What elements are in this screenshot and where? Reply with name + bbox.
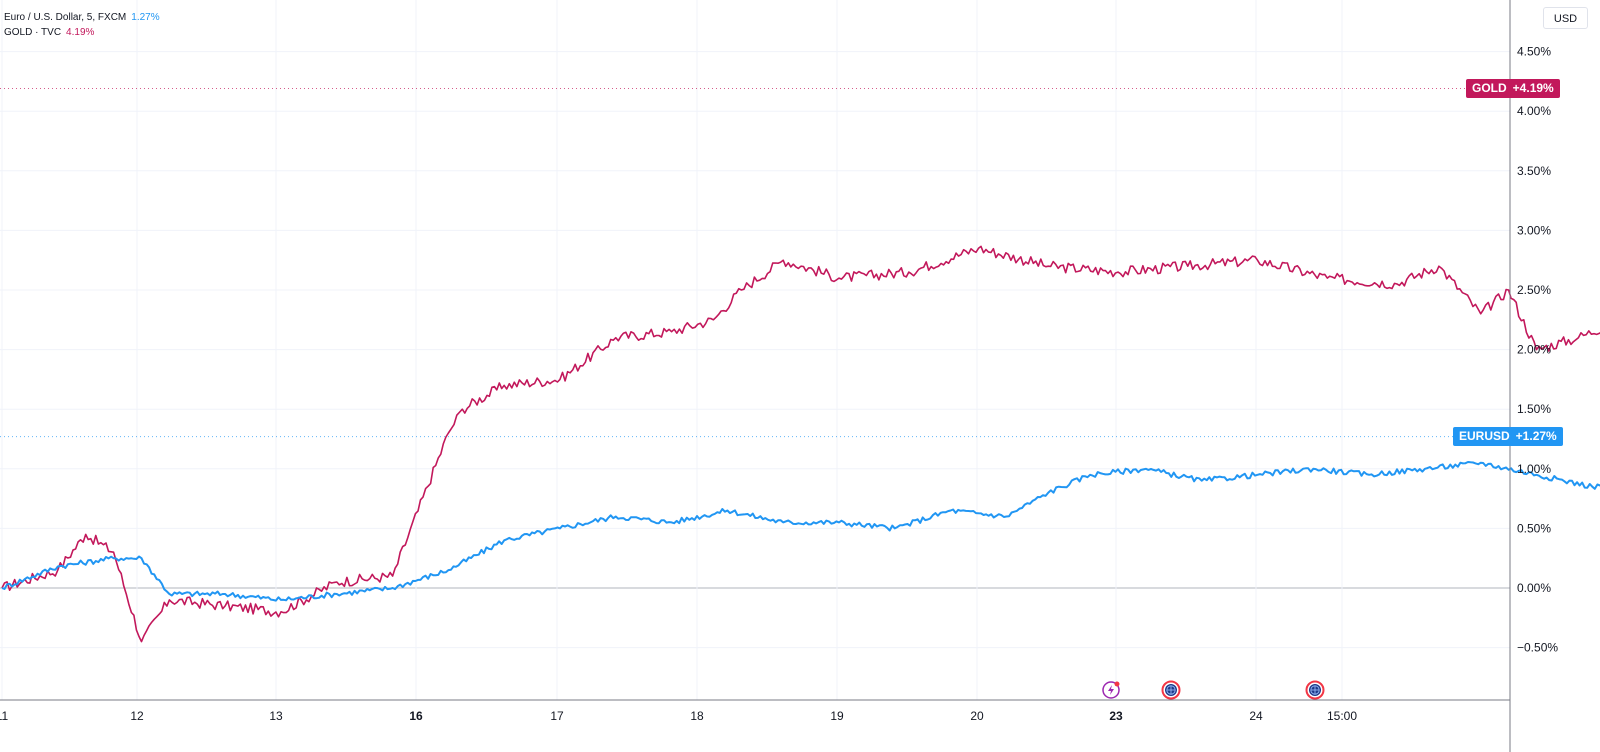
eurusd-series-line [1,461,1600,602]
economic-event-icon[interactable] [1161,680,1181,700]
y-tick-label: 3.50% [1517,164,1551,178]
y-tick-label: 1.00% [1517,462,1551,476]
legend-label-eurusd: Euro / U.S. Dollar, 5, FXCM [4,12,127,23]
x-tick-label: 18 [690,709,704,723]
y-tick-label: 3.00% [1517,223,1551,237]
eurusd-price-badge: EURUSD +1.27% [1453,427,1563,447]
y-tick-label: 1.50% [1517,402,1551,416]
x-tick-label: 24 [1249,709,1263,723]
chart-series [0,88,1600,643]
x-tick-label: 19 [830,709,844,723]
event-icons[interactable] [1102,680,1325,700]
x-tick-label: 16 [409,709,423,723]
legend-value-gold: 4.19% [66,27,95,38]
y-tick-label: 2.00% [1517,343,1551,357]
x-tick-label: 11 [0,709,9,723]
legend-label-gold: GOLD · TVC [4,27,62,38]
y-tick-label: 4.50% [1517,45,1551,59]
legend-row-gold[interactable]: GOLD · TVC 4.19% [4,25,160,40]
x-tick-label: 12 [130,709,144,723]
y-tick-label: −0.50% [1517,641,1558,655]
currency-unit-button[interactable]: USD [1543,7,1588,29]
lightning-event-icon[interactable] [1102,681,1120,699]
legend-row-eurusd[interactable]: Euro / U.S. Dollar, 5, FXCM 1.27% [4,10,160,25]
x-tick-label: 23 [1109,709,1123,723]
eurusd-badge-name: EURUSD [1459,429,1510,444]
gold-badge-value: +4.19% [1512,81,1554,96]
gold-badge-name: GOLD [1472,81,1507,96]
legend-value-eurusd: 1.27% [131,12,160,23]
chart-grid [0,0,1510,700]
gold-series-line [1,245,1600,643]
eurusd-badge-value: +1.27% [1515,429,1557,444]
x-tick-label: 17 [550,709,564,723]
chart-axes: 4.50% 4.00% 3.50% 3.00% 2.50% 2.00% 1.50% 1.00%… [0,0,1558,752]
y-tick-label: 0.00% [1517,581,1551,595]
y-tick-label: 4.00% [1517,104,1551,118]
x-tick-label: 15:00 [1327,709,1357,723]
x-tick-label: 13 [269,709,283,723]
y-tick-label: 0.50% [1517,521,1551,535]
y-tick-label: 2.50% [1517,283,1551,297]
x-tick-label: 20 [970,709,984,723]
gold-price-badge: GOLD +4.19% [1466,79,1560,99]
economic-event-icon[interactable] [1305,680,1325,700]
chart-legend: Euro / U.S. Dollar, 5, FXCM 1.27% GOLD · … [4,10,160,40]
